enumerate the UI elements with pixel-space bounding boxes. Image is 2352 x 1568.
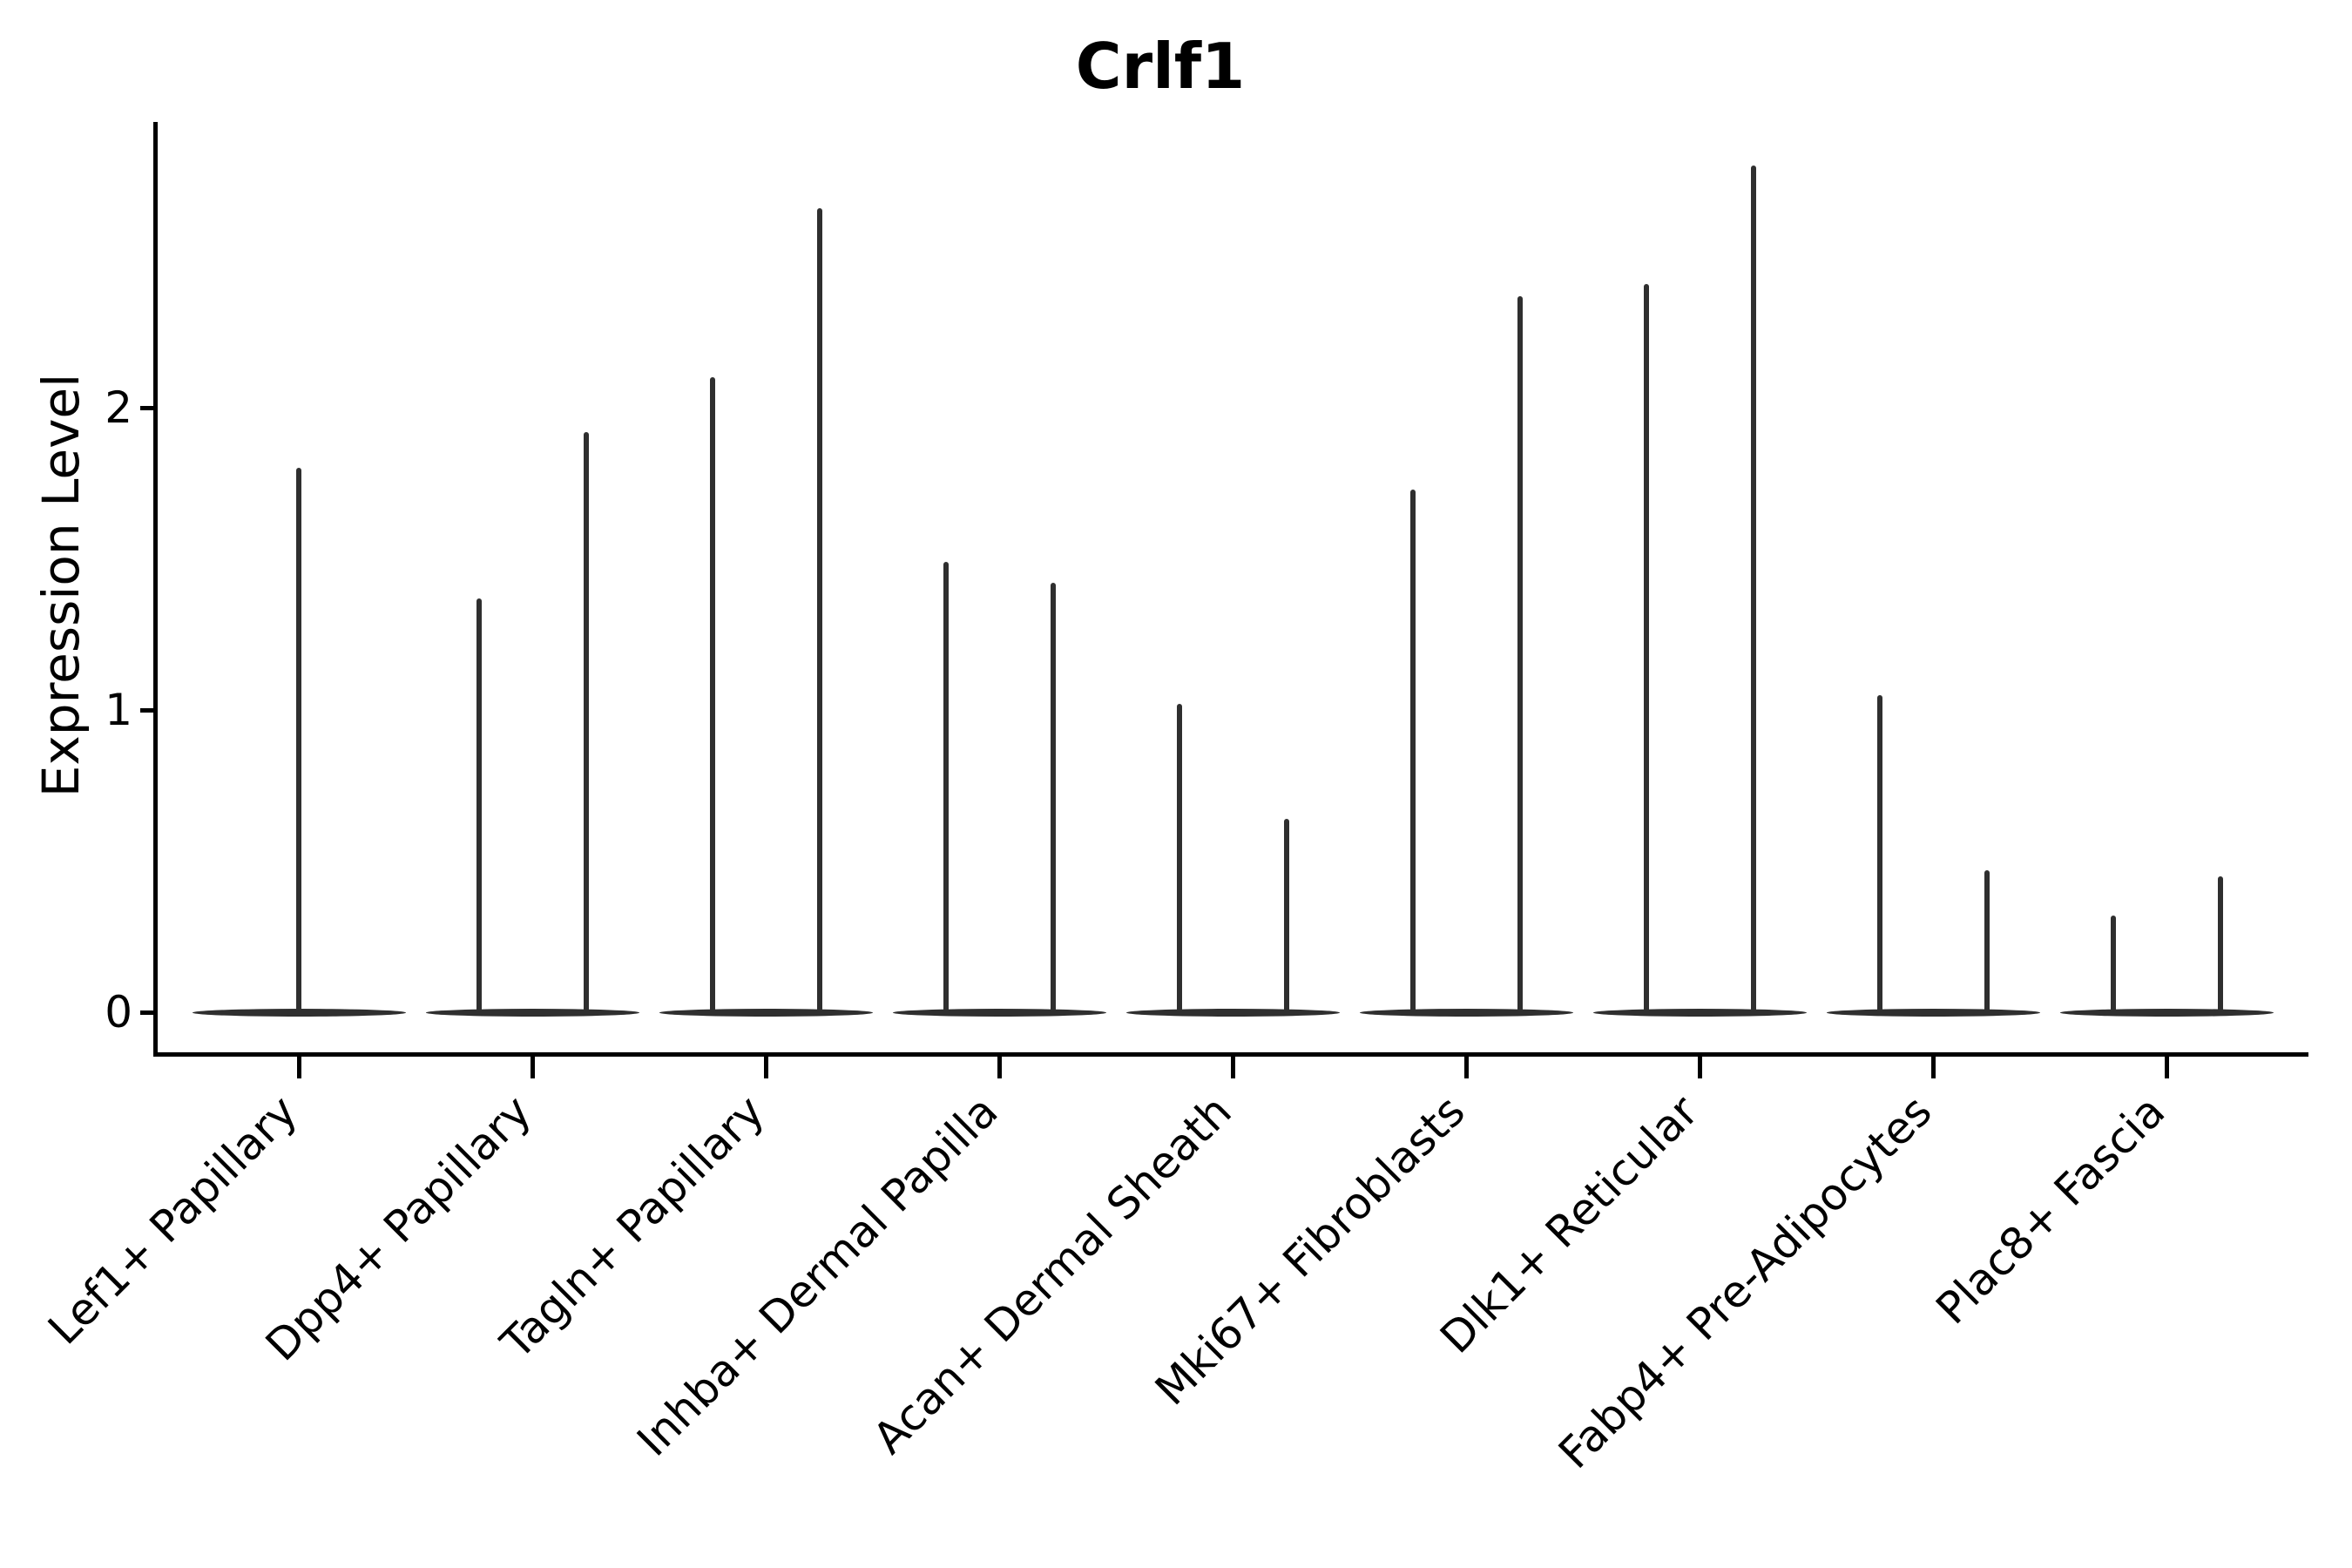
y-axis-spine	[153, 122, 158, 1057]
violin-spike	[1517, 295, 1523, 1012]
x-tick-mark	[530, 1054, 535, 1078]
x-tick-label: Lef1+ Papillary	[38, 1085, 308, 1355]
violin-spike	[709, 377, 715, 1012]
y-axis-label: Expression Level	[31, 373, 91, 798]
x-tick-mark	[1930, 1054, 1936, 1078]
violin-spike	[1643, 283, 1649, 1012]
violin-spike	[476, 598, 482, 1012]
violin-spike	[1283, 818, 1289, 1012]
violin-spike	[1750, 166, 1756, 1012]
violin-spike	[2110, 915, 2116, 1012]
y-tick-mark	[140, 1010, 156, 1015]
violin-spike	[816, 207, 822, 1012]
y-tick-mark	[140, 405, 156, 410]
violin-baseline	[1592, 1008, 1807, 1017]
violin-baseline	[192, 1008, 406, 1017]
violin-baseline	[659, 1008, 873, 1017]
violin-baseline	[1826, 1008, 2040, 1017]
violin-spike	[943, 561, 949, 1012]
violin-spike	[1876, 694, 1882, 1012]
y-tick-label: 0	[105, 987, 132, 1037]
violin-spike	[296, 468, 301, 1012]
x-tick-label: Dlk1+ Reticular	[1430, 1085, 1708, 1363]
violin-spike	[1984, 869, 1990, 1012]
violin-spike	[2217, 875, 2223, 1012]
x-tick-mark	[296, 1054, 301, 1078]
x-tick-label: Fabp4+ Pre-Adipocytes	[1549, 1085, 1942, 1479]
y-tick-label: 1	[105, 685, 132, 735]
violin-baseline	[892, 1008, 1106, 1017]
y-tick-label: 2	[105, 382, 132, 433]
violin-spike	[1176, 704, 1182, 1012]
x-tick-mark	[997, 1054, 1002, 1078]
chart-title: Crlf1	[1075, 30, 1246, 103]
violin-baseline	[2059, 1008, 2274, 1017]
x-tick-mark	[763, 1054, 768, 1078]
violin-baseline	[1359, 1008, 1573, 1017]
x-tick-label: Plac8+ Fascia	[1926, 1085, 2175, 1335]
x-tick-mark	[2164, 1054, 2169, 1078]
x-tick-mark	[1230, 1054, 1235, 1078]
violin-baseline	[425, 1008, 639, 1017]
violin-spike	[583, 431, 589, 1012]
violin-spike	[1409, 489, 1416, 1012]
x-tick-mark	[1463, 1054, 1469, 1078]
violin-spike	[1050, 583, 1056, 1012]
y-tick-mark	[140, 707, 156, 713]
x-tick-mark	[1697, 1054, 1702, 1078]
violin-baseline	[1125, 1008, 1340, 1017]
